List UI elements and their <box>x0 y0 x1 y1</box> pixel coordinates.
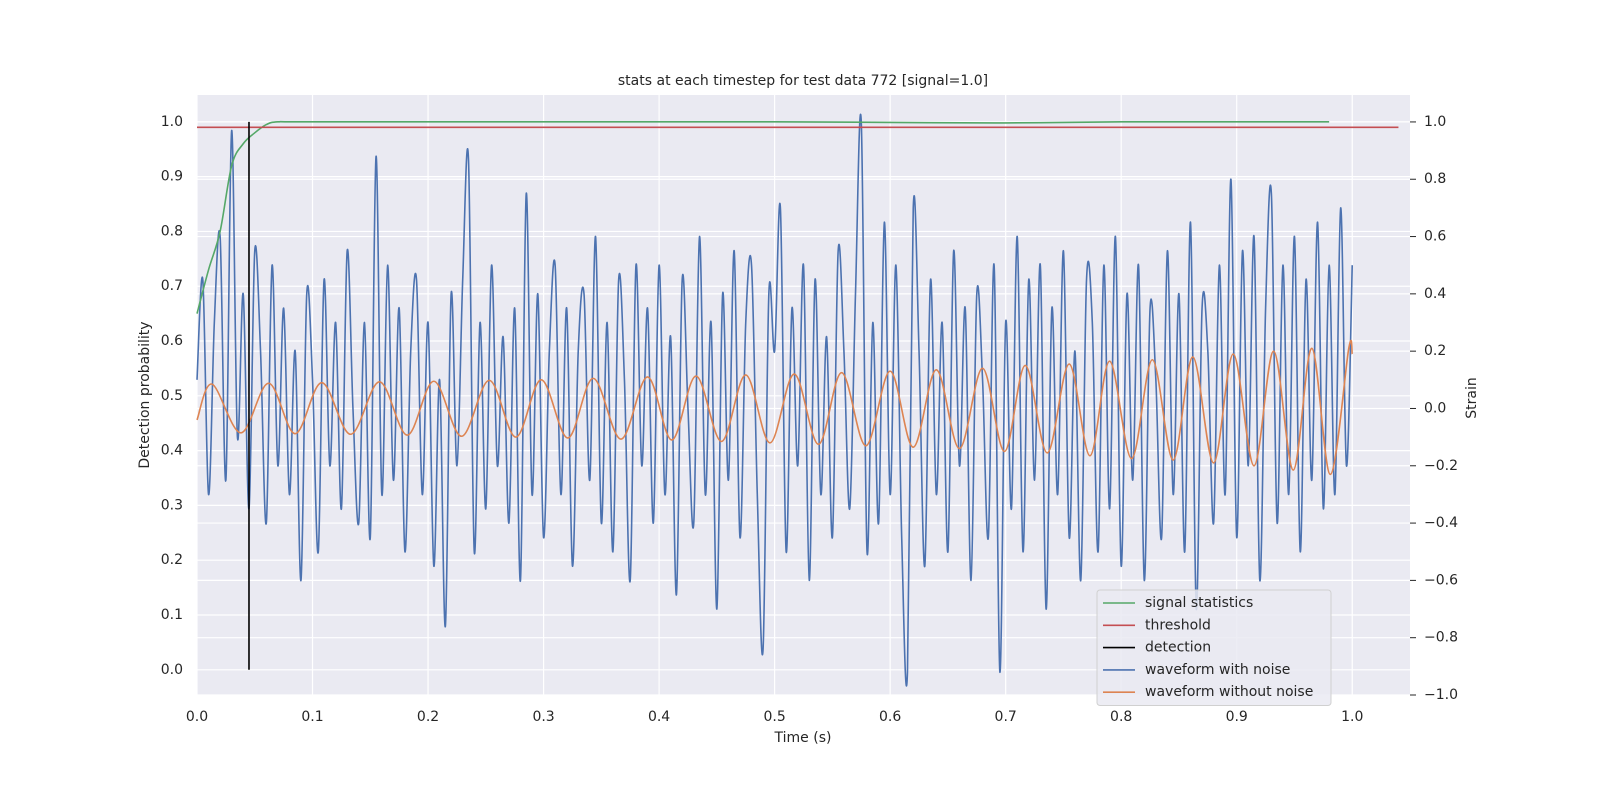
chart-title: stats at each timestep for test data 772… <box>618 73 988 89</box>
x-tick-label: 0.9 <box>1226 709 1248 725</box>
y-tick-label: 0.3 <box>161 497 183 513</box>
legend-label: detection <box>1145 640 1211 656</box>
y-tick-label: 0.4 <box>161 443 183 459</box>
y2-tick-label: −0.4 <box>1424 515 1458 531</box>
legend-label: threshold <box>1145 617 1211 633</box>
y2-tick-label: 0.2 <box>1424 343 1446 359</box>
y-tick-label: 0.0 <box>161 662 183 678</box>
y2-tick-label: 0.4 <box>1424 286 1446 302</box>
x-axis-label: Time (s) <box>774 730 832 746</box>
series-line <box>196 339 1354 476</box>
y2-tick-label: 1.0 <box>1424 114 1446 130</box>
y-axis-label: Detection probability <box>137 321 153 468</box>
y-tick-label: 0.5 <box>161 388 183 404</box>
y-tick-label: 0.6 <box>161 333 183 349</box>
y-tick-label: 0.8 <box>161 223 183 239</box>
y-tick-label: 0.7 <box>161 278 183 294</box>
x-tick-label: 0.8 <box>1110 709 1132 725</box>
series-line <box>196 113 1354 687</box>
y2-tick-label: −0.2 <box>1424 458 1458 474</box>
y2-tick-label: −1.0 <box>1424 687 1458 703</box>
x-tick-label: 0.1 <box>301 709 323 725</box>
x-tick-label: 0.0 <box>186 709 208 725</box>
x-tick-label: 0.2 <box>417 709 439 725</box>
y-tick-label: 1.0 <box>161 114 183 130</box>
y2-tick-label: 0.6 <box>1424 229 1446 245</box>
legend-label: waveform without noise <box>1145 684 1313 700</box>
x-tick-label: 0.5 <box>763 709 785 725</box>
legend-label: waveform with noise <box>1145 662 1290 678</box>
x-tick-label: 1.0 <box>1341 709 1363 725</box>
legend-box <box>1096 589 1332 706</box>
x-tick-label: 0.6 <box>879 709 901 725</box>
series-line <box>196 120 1330 314</box>
y2-tick-label: 0.0 <box>1424 400 1446 416</box>
x-tick-label: 0.7 <box>995 709 1017 725</box>
y-tick-label: 0.2 <box>161 552 183 568</box>
legend-label: signal statistics <box>1145 595 1253 611</box>
y2-tick-label: −0.6 <box>1424 572 1458 588</box>
y2-axis-label: Strain <box>1464 377 1480 418</box>
y-tick-label: 0.1 <box>161 607 183 623</box>
y2-tick-label: 0.8 <box>1424 171 1446 187</box>
y2-tick-label: −0.8 <box>1424 630 1458 646</box>
y-tick-label: 0.9 <box>161 169 183 185</box>
x-tick-label: 0.3 <box>532 709 554 725</box>
x-tick-label: 0.4 <box>648 709 670 725</box>
